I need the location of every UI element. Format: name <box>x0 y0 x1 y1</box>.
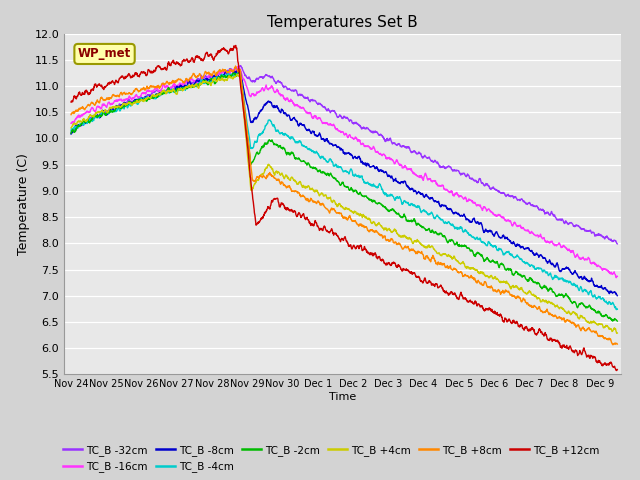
TC_B -32cm <box>613 241 621 247</box>
TC_B +4cm <box>95 109 103 115</box>
TC_B -16cm <box>598 265 605 271</box>
TC_B -2cm <box>497 260 505 266</box>
Line: TC_B +4cm: TC_B +4cm <box>71 74 617 333</box>
TC_B -8cm <box>95 113 103 119</box>
TC_B -4cm <box>598 296 605 301</box>
TC_B +8cm <box>333 210 340 216</box>
TC_B -2cm <box>613 318 621 324</box>
TC_B -32cm <box>497 191 505 196</box>
TC_B -4cm <box>613 306 621 312</box>
TC_B -2cm <box>67 131 75 136</box>
TC_B +8cm <box>598 333 605 339</box>
TC_B -4cm <box>319 154 326 159</box>
TC_B -2cm <box>319 170 326 176</box>
Line: TC_B -4cm: TC_B -4cm <box>71 72 617 310</box>
TC_B -32cm <box>319 104 326 109</box>
Y-axis label: Temperature (C): Temperature (C) <box>17 153 30 255</box>
TC_B -2cm <box>95 113 103 119</box>
TC_B -32cm <box>333 113 340 119</box>
TC_B +12cm <box>67 99 75 105</box>
TC_B -8cm <box>67 131 75 137</box>
TC_B -16cm <box>613 274 621 279</box>
TC_B +12cm <box>319 228 326 233</box>
TC_B -4cm <box>333 164 340 170</box>
Title: Temperatures Set B: Temperatures Set B <box>267 15 418 30</box>
TC_B -4cm <box>95 114 103 120</box>
TC_B +8cm <box>95 99 103 105</box>
TC_B +8cm <box>497 289 505 295</box>
TC_B +12cm <box>598 361 605 367</box>
TC_B +12cm <box>95 82 103 87</box>
TC_B -8cm <box>497 235 505 240</box>
Line: TC_B +8cm: TC_B +8cm <box>71 66 617 345</box>
TC_B +12cm <box>232 43 239 48</box>
TC_B -32cm <box>598 233 605 239</box>
Text: WP_met: WP_met <box>78 48 131 60</box>
TC_B -16cm <box>95 104 103 109</box>
TC_B -4cm <box>598 296 605 302</box>
TC_B +4cm <box>333 203 340 208</box>
TC_B -2cm <box>598 312 605 318</box>
TC_B +8cm <box>232 63 239 69</box>
TC_B +4cm <box>598 321 605 327</box>
TC_B -8cm <box>613 293 621 299</box>
TC_B +4cm <box>236 71 244 77</box>
Line: TC_B -32cm: TC_B -32cm <box>71 66 617 244</box>
TC_B -4cm <box>612 307 620 312</box>
TC_B +12cm <box>333 232 340 238</box>
TC_B +12cm <box>613 368 621 373</box>
TC_B +8cm <box>319 201 326 206</box>
TC_B -16cm <box>612 275 620 281</box>
Line: TC_B +12cm: TC_B +12cm <box>71 46 617 371</box>
TC_B -8cm <box>319 136 326 142</box>
TC_B -32cm <box>237 63 244 69</box>
TC_B +12cm <box>497 313 505 319</box>
TC_B +8cm <box>598 333 605 339</box>
Legend: TC_B -32cm, TC_B -16cm, TC_B -8cm, TC_B -4cm, TC_B -2cm, TC_B +4cm, TC_B +8cm, T: TC_B -32cm, TC_B -16cm, TC_B -8cm, TC_B … <box>59 441 604 476</box>
TC_B -16cm <box>497 215 505 220</box>
TC_B -2cm <box>333 178 340 184</box>
TC_B +4cm <box>67 125 75 131</box>
TC_B +8cm <box>613 341 621 347</box>
TC_B -4cm <box>235 69 243 74</box>
TC_B -16cm <box>67 120 75 126</box>
TC_B -4cm <box>497 247 505 252</box>
TC_B -16cm <box>234 64 242 70</box>
TC_B -16cm <box>333 126 340 132</box>
Line: TC_B -16cm: TC_B -16cm <box>71 67 617 278</box>
TC_B -8cm <box>598 283 605 288</box>
TC_B +8cm <box>67 112 75 118</box>
TC_B -8cm <box>333 144 340 150</box>
TC_B +12cm <box>598 362 605 368</box>
TC_B +4cm <box>613 330 621 336</box>
TC_B +8cm <box>609 342 617 348</box>
TC_B -8cm <box>235 66 243 72</box>
X-axis label: Time: Time <box>329 392 356 402</box>
TC_B -2cm <box>598 313 605 319</box>
TC_B +4cm <box>497 280 505 286</box>
TC_B +12cm <box>613 367 621 372</box>
TC_B +4cm <box>319 191 326 196</box>
TC_B -16cm <box>598 265 605 271</box>
Line: TC_B -2cm: TC_B -2cm <box>71 72 617 321</box>
TC_B -32cm <box>95 113 103 119</box>
TC_B -4cm <box>67 128 75 134</box>
TC_B -32cm <box>67 130 75 135</box>
TC_B -16cm <box>319 120 326 126</box>
TC_B -8cm <box>598 284 605 289</box>
TC_B -2cm <box>236 69 244 74</box>
TC_B -32cm <box>598 232 605 238</box>
Line: TC_B -8cm: TC_B -8cm <box>71 69 617 296</box>
TC_B +4cm <box>613 330 621 336</box>
TC_B +4cm <box>598 321 605 327</box>
